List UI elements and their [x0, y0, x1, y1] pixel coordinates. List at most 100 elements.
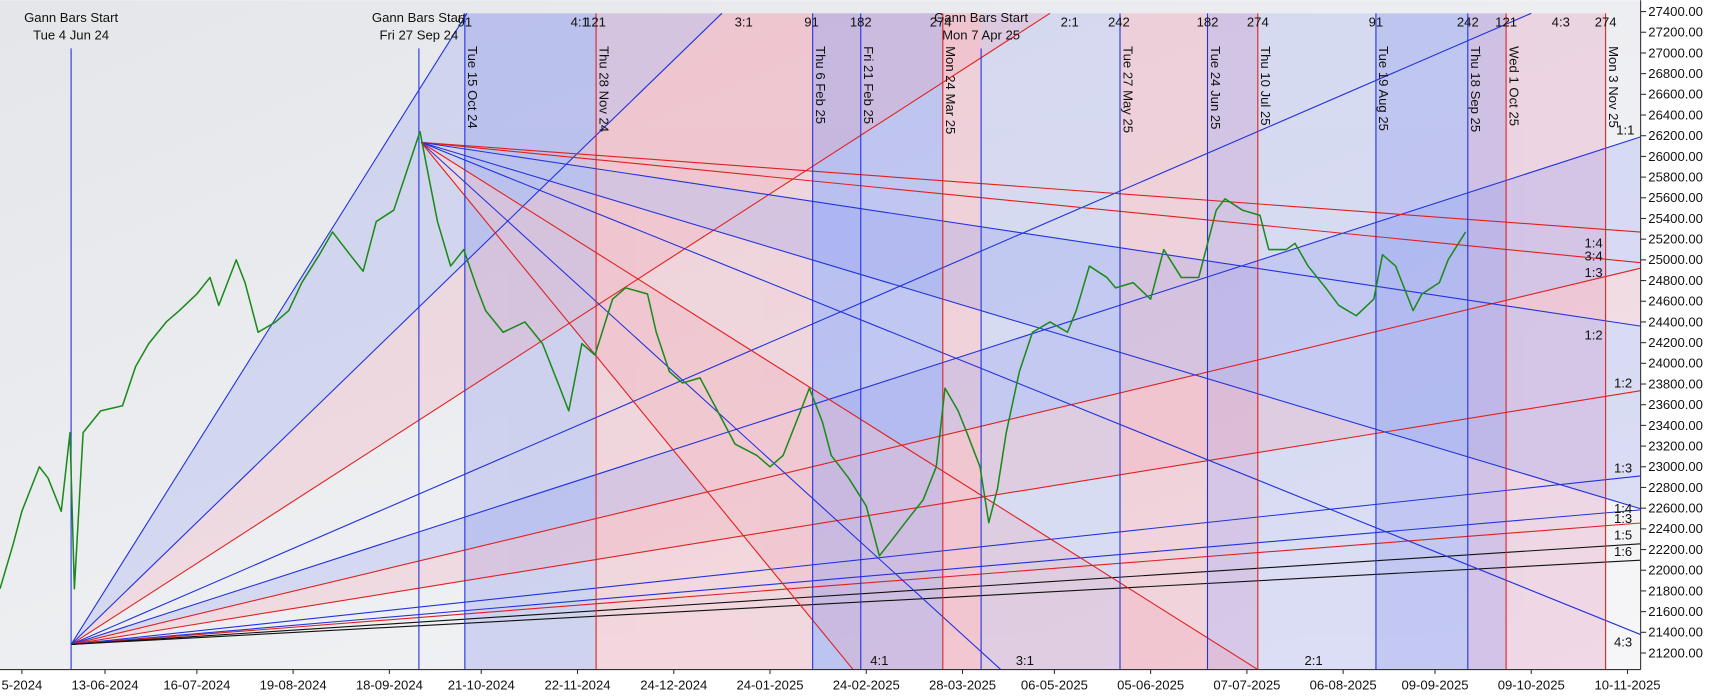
- y-tick-label: 21400.00: [1648, 625, 1703, 640]
- ratio-label: 3:4: [1584, 249, 1602, 264]
- top-label: 91: [1369, 14, 1384, 29]
- band: [464, 13, 597, 670]
- top-label: 121: [1495, 14, 1517, 29]
- y-tick-label: 26000.00: [1648, 149, 1703, 164]
- x-tick-label: 13-06-2024: [71, 677, 138, 692]
- fan-line: [71, 543, 1641, 645]
- ratio-label: 1:3: [1614, 461, 1632, 476]
- x-tick-label: 09-09-2025: [1401, 677, 1468, 692]
- top-label: 121: [584, 14, 606, 29]
- top-label: 3:1: [735, 14, 753, 29]
- time-line-label: Tue 15 Oct 24: [465, 46, 480, 129]
- y-tick-label: 22200.00: [1648, 542, 1703, 557]
- y-tick-label: 23000.00: [1648, 459, 1703, 474]
- x-tick-label: 24-01-2025: [736, 677, 803, 692]
- y-tick-label: 23800.00: [1648, 376, 1703, 391]
- gann-start-date: Tue 4 Jun 24: [33, 28, 109, 43]
- fan-line: [70, 12, 1051, 645]
- top-label: 274: [1595, 14, 1617, 29]
- gann-start-date: Fri 27 Sep 24: [380, 28, 459, 43]
- top-label: 91: [458, 14, 473, 29]
- ratio-label: 1:6: [1614, 544, 1632, 559]
- x-tick-label: 21-10-2024: [448, 677, 515, 692]
- fan-line: [420, 142, 854, 670]
- y-tick-label: 26200.00: [1648, 128, 1703, 143]
- top-label: 182: [850, 14, 872, 29]
- price-line: [0, 130, 1467, 590]
- x-tick-label: 10-11-2025: [1594, 677, 1660, 692]
- y-tick-label: 26600.00: [1648, 87, 1703, 102]
- top-label: 2:1: [1061, 14, 1079, 29]
- ratio-label: 1:3: [1614, 511, 1632, 526]
- ratio-label: 1:2: [1614, 375, 1632, 390]
- gann-start-date: Mon 7 Apr 25: [942, 28, 1020, 43]
- fan-line: [70, 136, 1641, 645]
- plot-background: [0, 0, 1641, 670]
- time-line-label: Fri 21 Feb 25: [861, 46, 876, 124]
- time-line-label: Tue 19 Aug 25: [1376, 46, 1391, 131]
- y-tick-label: 24000.00: [1648, 356, 1703, 371]
- fan-line: [70, 13, 468, 645]
- time-line-label: Thu 6 Feb 25: [813, 46, 828, 124]
- fan-line: [420, 141, 1641, 636]
- time-line-label: Tue 24 Jun 25: [1208, 46, 1223, 129]
- y-tick-label: 27200.00: [1648, 25, 1703, 40]
- x-tick-label: 19-08-2024: [260, 677, 327, 692]
- time-line-label: Thu 18 Sep 25: [1468, 46, 1483, 132]
- fan-line: [420, 141, 1002, 670]
- y-tick-label: 27000.00: [1648, 45, 1703, 60]
- y-tick-label: 22600.00: [1648, 501, 1703, 516]
- fan-line: [71, 522, 1641, 645]
- top-label: 91: [804, 14, 819, 29]
- x-tick-label: 07-07-2025: [1213, 677, 1280, 692]
- ratio-label: 1:4: [1584, 235, 1602, 250]
- band: [1467, 13, 1507, 670]
- y-tick-label: 24800.00: [1648, 273, 1703, 288]
- y-tick-label: 25000.00: [1648, 252, 1703, 267]
- top-label: 242: [1108, 14, 1130, 29]
- fan-line: [71, 390, 1641, 645]
- fan-line: [71, 509, 1641, 645]
- y-tick-label: 24200.00: [1648, 335, 1703, 350]
- gann-start-label: Gann Bars Start: [24, 10, 118, 25]
- time-line-label: Tue 27 May 25: [1120, 46, 1135, 133]
- y-tick-label: 23400.00: [1648, 418, 1703, 433]
- x-tick-label: 06-05-2025: [1021, 677, 1088, 692]
- bottom-label: 4:1: [870, 653, 888, 668]
- band: [1207, 13, 1258, 670]
- y-tick-label: 21200.00: [1648, 645, 1703, 660]
- bottom-label: 4:3: [1614, 635, 1632, 650]
- fan-line: [421, 141, 1641, 233]
- band: [596, 13, 813, 670]
- y-tick-label: 22800.00: [1648, 480, 1703, 495]
- fan-line: [71, 559, 1641, 645]
- gann-drawing: [70, 12, 1641, 670]
- ratio-label: 1:2: [1584, 327, 1602, 342]
- y-tick-label: 22000.00: [1648, 563, 1703, 578]
- chart-content: 21200.00 21400.00 21600.00 21800.00 22000.00…: [0, 4, 1703, 692]
- band: [860, 13, 943, 670]
- y-tick-label: 22400.00: [1648, 521, 1703, 536]
- y-tick-label: 23600.00: [1648, 397, 1703, 412]
- x-tick-label: 24-02-2025: [833, 677, 900, 692]
- y-tick-label: 24600.00: [1648, 294, 1703, 309]
- ratio-label: 1:1: [1616, 123, 1634, 138]
- x-tick-label: 09-10-2025: [1498, 677, 1565, 692]
- fan-line: [71, 475, 1641, 645]
- top-label: 274: [1247, 14, 1269, 29]
- top-label: 274: [930, 14, 952, 29]
- y-tick-label: 21600.00: [1648, 604, 1703, 619]
- y-tick-label: 25400.00: [1648, 211, 1703, 226]
- ratio-label: 1:4: [1614, 501, 1632, 516]
- y-tick-label: 25200.00: [1648, 232, 1703, 247]
- bottom-label: 3:1: [1016, 653, 1034, 668]
- y-tick-label: 24400.00: [1648, 314, 1703, 329]
- fan-lines: [70, 12, 1641, 670]
- time-line-label: Mon 3 Nov 25: [1606, 46, 1621, 128]
- x-tick-label: 16-07-2024: [163, 677, 230, 692]
- x-tick-label: 06-08-2025: [1310, 677, 1377, 692]
- bottom-label: 2:1: [1304, 653, 1322, 668]
- y-tick-label: 27400.00: [1648, 4, 1703, 19]
- time-line-label: Thu 28 Nov 24: [596, 46, 611, 132]
